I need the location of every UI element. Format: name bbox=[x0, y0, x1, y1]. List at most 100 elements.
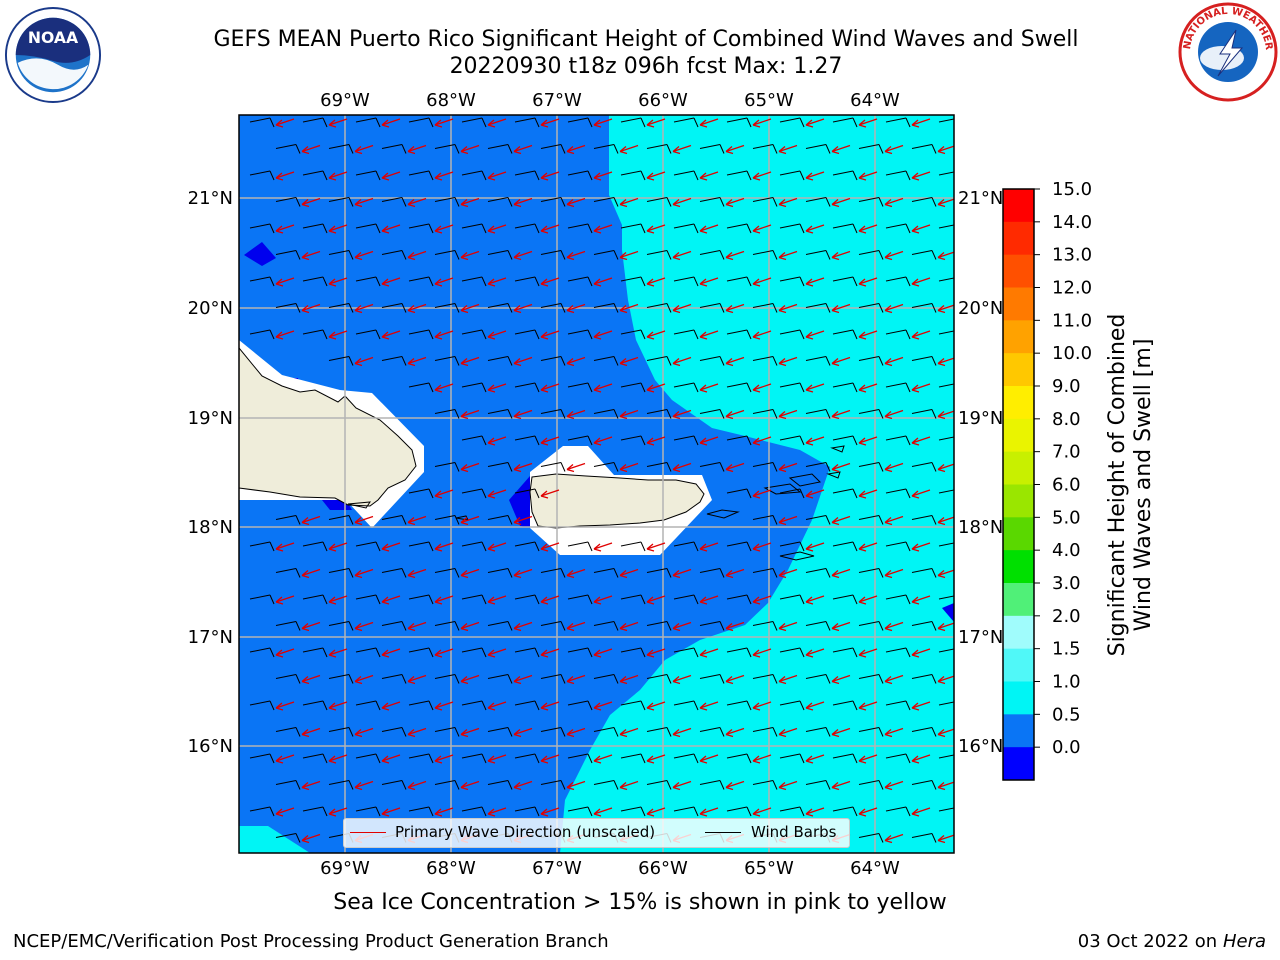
wind-barb bbox=[938, 171, 954, 176]
wave-direction-arrow bbox=[831, 144, 851, 155]
wind-barb bbox=[434, 568, 460, 578]
wave-direction-arrow bbox=[487, 701, 507, 711]
wind-barb bbox=[726, 700, 752, 711]
wave-direction-arrow bbox=[593, 171, 613, 181]
wave-direction-arrow bbox=[858, 383, 878, 393]
wind-barb bbox=[779, 488, 805, 499]
wave-direction-arrow bbox=[566, 409, 586, 420]
wind-barb bbox=[620, 223, 646, 234]
wave-direction-arrow bbox=[593, 436, 613, 446]
wind-barb bbox=[302, 753, 328, 764]
wave-direction-arrow bbox=[301, 144, 321, 155]
wind-barb bbox=[487, 197, 513, 207]
colorbar-tick-label: 13.0 bbox=[1052, 245, 1092, 266]
wave-direction-arrow bbox=[566, 780, 586, 791]
wind-barb bbox=[779, 753, 805, 764]
wave-direction-arrow bbox=[858, 648, 878, 658]
wave-direction-arrow bbox=[328, 595, 348, 605]
wind-barb bbox=[805, 780, 831, 790]
wind-barb bbox=[461, 594, 487, 605]
wave-direction-arrow bbox=[301, 250, 321, 261]
wave-direction-arrow bbox=[434, 754, 454, 764]
colorbar-bin bbox=[1003, 418, 1034, 453]
wave-direction-arrow bbox=[725, 780, 745, 791]
wave-direction-arrow bbox=[354, 568, 374, 579]
wind-barb bbox=[699, 462, 725, 472]
wind-barb bbox=[885, 541, 911, 552]
colorbar-tick-label: 1.0 bbox=[1052, 672, 1081, 693]
wave-direction-arrows-layer bbox=[275, 118, 983, 844]
wave-direction-arrow bbox=[354, 674, 374, 685]
wave-direction-arrow bbox=[434, 807, 454, 817]
wave-height-band-1.0-1.5 bbox=[560, 115, 954, 853]
colorbar-tick-label: 0.5 bbox=[1052, 704, 1081, 725]
wind-barb bbox=[355, 700, 381, 711]
wind-barb bbox=[938, 595, 954, 600]
wind-barb bbox=[885, 223, 911, 234]
wave-direction-arrow bbox=[301, 568, 321, 579]
wind-barb bbox=[461, 276, 487, 287]
wind-barb bbox=[885, 753, 911, 764]
wind-barb bbox=[646, 568, 672, 578]
wave-direction-arrow bbox=[672, 780, 692, 791]
wave-height-band-0.0-0.5-e bbox=[942, 603, 954, 622]
wind-barb bbox=[646, 462, 672, 472]
wind-barb bbox=[620, 700, 646, 711]
wave-direction-arrow bbox=[593, 224, 613, 234]
wind-barb bbox=[938, 489, 954, 494]
wind-barb bbox=[779, 700, 805, 711]
wave-direction-arrow bbox=[619, 568, 639, 579]
wind-barb bbox=[885, 806, 911, 817]
wind-barb bbox=[699, 780, 725, 790]
wave-direction-arrow bbox=[752, 330, 772, 340]
colorbar-title-line2: Wind Waves and Swell [m] bbox=[1131, 339, 1156, 632]
wind-barb bbox=[355, 117, 381, 128]
wave-direction-arrow bbox=[805, 224, 825, 234]
wave-direction-arrow bbox=[965, 543, 983, 551]
wind-barb bbox=[885, 382, 911, 393]
wind-barb bbox=[434, 780, 460, 790]
wind-barb bbox=[911, 250, 937, 260]
wind-barb bbox=[275, 197, 301, 207]
colorbar bbox=[1003, 189, 1034, 781]
wind-barb bbox=[726, 223, 752, 234]
wave-direction-arrow bbox=[381, 171, 401, 181]
wind-barb bbox=[911, 833, 937, 843]
wind-barb bbox=[726, 647, 752, 658]
wind-barb bbox=[832, 806, 858, 817]
wave-direction-arrow bbox=[778, 409, 798, 420]
wind-barb bbox=[434, 356, 460, 366]
wind-barb bbox=[381, 621, 407, 631]
wind-barb bbox=[461, 329, 487, 340]
wave-direction-arrow bbox=[566, 568, 586, 579]
wind-barb bbox=[408, 276, 434, 287]
wave-direction-arrow bbox=[619, 727, 639, 738]
wave-direction-arrow bbox=[646, 648, 666, 658]
colorbar-bin bbox=[1003, 451, 1034, 485]
wind-barbs-layer bbox=[249, 117, 954, 843]
wind-barb bbox=[646, 356, 672, 366]
map-legend: Primary Wave Direction (unscaled) Wind B… bbox=[343, 818, 850, 848]
wave-direction-arrow bbox=[540, 807, 560, 817]
wind-barb bbox=[752, 674, 778, 684]
wave-direction-arrow bbox=[301, 833, 321, 844]
wave-direction-arrow bbox=[434, 118, 454, 128]
colorbar-bin bbox=[1003, 353, 1034, 387]
wind-barb bbox=[275, 144, 301, 154]
wind-barb bbox=[567, 170, 593, 181]
lat-label-right-18n: 18°N bbox=[958, 517, 1003, 538]
wave-direction-arrow bbox=[460, 409, 480, 420]
wave-direction-arrow bbox=[354, 515, 374, 526]
wave-direction-arrow bbox=[354, 727, 374, 738]
wave-direction-arrow bbox=[858, 118, 878, 128]
wind-barb bbox=[328, 250, 354, 260]
lon-label-bottom-66w: 66°W bbox=[638, 858, 688, 879]
wave-direction-arrow bbox=[434, 701, 454, 711]
wave-direction-arrow bbox=[805, 330, 825, 340]
wave-direction-arrow bbox=[407, 621, 427, 632]
wave-direction-arrow bbox=[328, 648, 348, 658]
wave-direction-arrow bbox=[619, 780, 639, 791]
wave-direction-arrow bbox=[566, 727, 586, 738]
wind-barb bbox=[646, 409, 672, 419]
grid-lines bbox=[239, 115, 954, 853]
